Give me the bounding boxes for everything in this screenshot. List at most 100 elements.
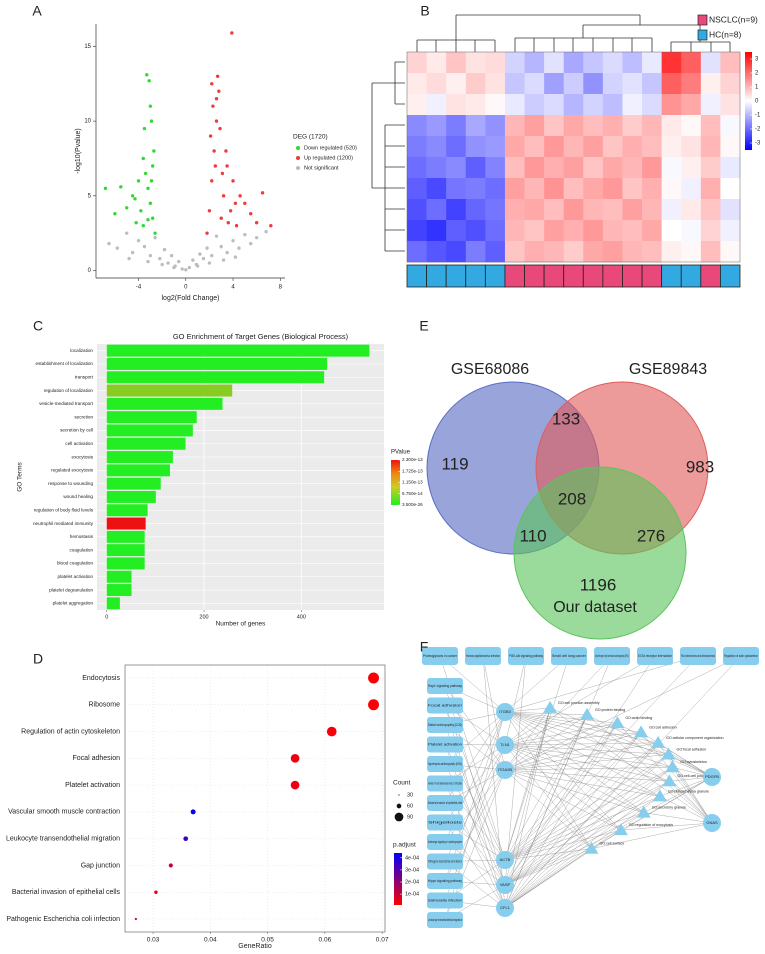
bar: [106, 397, 223, 410]
y-tick-label: platelet activation: [58, 574, 94, 579]
point: [187, 265, 192, 270]
annotation-cell: [465, 264, 486, 288]
edge: [504, 829, 621, 886]
heat-cell: [720, 241, 741, 263]
size-legend-dot: [398, 794, 400, 796]
colorbar-label: 2: [755, 71, 759, 77]
point: [213, 164, 218, 168]
heat-cell: [544, 199, 565, 221]
point: [221, 194, 226, 198]
go-node: [584, 841, 599, 854]
panel-letter: A: [32, 3, 42, 19]
point: [210, 179, 214, 183]
y-tick-label: platelet aggregation: [53, 601, 94, 606]
plot-background: [97, 344, 384, 610]
go-label: GO:cell surface: [599, 842, 624, 846]
point: [201, 256, 206, 261]
pathway-label: Leukocyte transendothelial migration: [428, 918, 462, 922]
point: [208, 134, 213, 138]
y-tick-label: 10: [84, 119, 91, 125]
y-tick-label: 5: [88, 193, 92, 199]
point: [218, 126, 222, 131]
dot: [168, 863, 173, 868]
edge: [444, 711, 506, 765]
heat-cell: [504, 52, 525, 74]
heat-cell: [504, 199, 525, 221]
point: [172, 265, 176, 270]
point: [149, 119, 154, 123]
edge: [504, 711, 622, 831]
legend-swatch: [296, 146, 300, 150]
colorbar-label: -3: [755, 141, 761, 147]
annotation-cell: [543, 264, 565, 288]
heat-cell: [426, 199, 447, 221]
edge: [504, 711, 592, 849]
x-tick-label: 8: [279, 285, 283, 291]
pathway-label: Human papillomavirus infection: [466, 654, 500, 658]
pathway-label: ECM-receptor interaction: [638, 654, 672, 658]
bar: [106, 570, 132, 583]
y-axis-label: -log10(Pvalue): [75, 128, 82, 174]
heat-cell: [504, 220, 525, 242]
heat-cell: [681, 73, 702, 95]
legend-label: 1.725e-13: [402, 468, 423, 473]
set-label: GSE89843: [629, 361, 707, 378]
edge: [504, 722, 618, 771]
edge: [504, 732, 642, 746]
heat-cell: [720, 94, 741, 116]
heat-cell: [720, 115, 741, 137]
annotation-cell: [582, 264, 604, 288]
legend-title: PValue: [391, 450, 411, 456]
edge: [504, 744, 644, 813]
point: [220, 171, 225, 176]
heat-cell: [485, 157, 506, 179]
edge: [659, 796, 713, 824]
region-count: 110: [519, 526, 546, 545]
legend-label: Down regulated (520): [304, 145, 357, 151]
pathway-node: [422, 647, 458, 665]
point: [146, 186, 150, 191]
edge: [504, 714, 588, 746]
edge: [504, 848, 592, 909]
x-tick-label: 4: [231, 285, 235, 291]
gene-node: [496, 851, 514, 869]
annotation-cell: [602, 264, 623, 288]
y-tick-label: cell activation: [65, 441, 93, 446]
annotation-cell: [484, 264, 506, 288]
pathway-node: [427, 814, 463, 831]
heat-cell: [583, 241, 604, 263]
heat-cell: [622, 136, 643, 158]
point: [133, 197, 137, 201]
point: [243, 232, 247, 237]
edge: [504, 732, 642, 771]
heat-cell: [720, 220, 741, 242]
heat-cell: [642, 220, 662, 242]
point: [195, 264, 200, 268]
heat-cell: [524, 220, 545, 242]
legend-label: Not significant: [304, 165, 339, 171]
point: [198, 252, 202, 256]
annotation-cell: [563, 264, 584, 288]
heat-cell: [720, 199, 741, 221]
point: [107, 241, 111, 246]
edge: [504, 655, 699, 713]
edge: [668, 754, 713, 824]
heat-cell: [426, 178, 447, 200]
edge: [658, 742, 713, 778]
color-legend-gradient: [394, 853, 402, 905]
point: [228, 209, 233, 213]
heat-cell: [504, 157, 525, 179]
panel-letter: B: [420, 3, 429, 19]
point: [264, 229, 268, 234]
heat-cell: [700, 52, 721, 74]
edge: [504, 744, 669, 755]
pathway-label: Human T-cell leukemia virus 1 infection: [428, 781, 462, 785]
heat-cell: [700, 157, 721, 179]
heat-cell: [602, 73, 623, 95]
legend-label: 3.500e-26: [402, 502, 423, 507]
edge: [504, 655, 656, 746]
heat-cell: [504, 73, 525, 95]
heat-cell: [524, 94, 545, 116]
heat-cell: [642, 73, 662, 95]
heat-cell: [681, 157, 702, 179]
